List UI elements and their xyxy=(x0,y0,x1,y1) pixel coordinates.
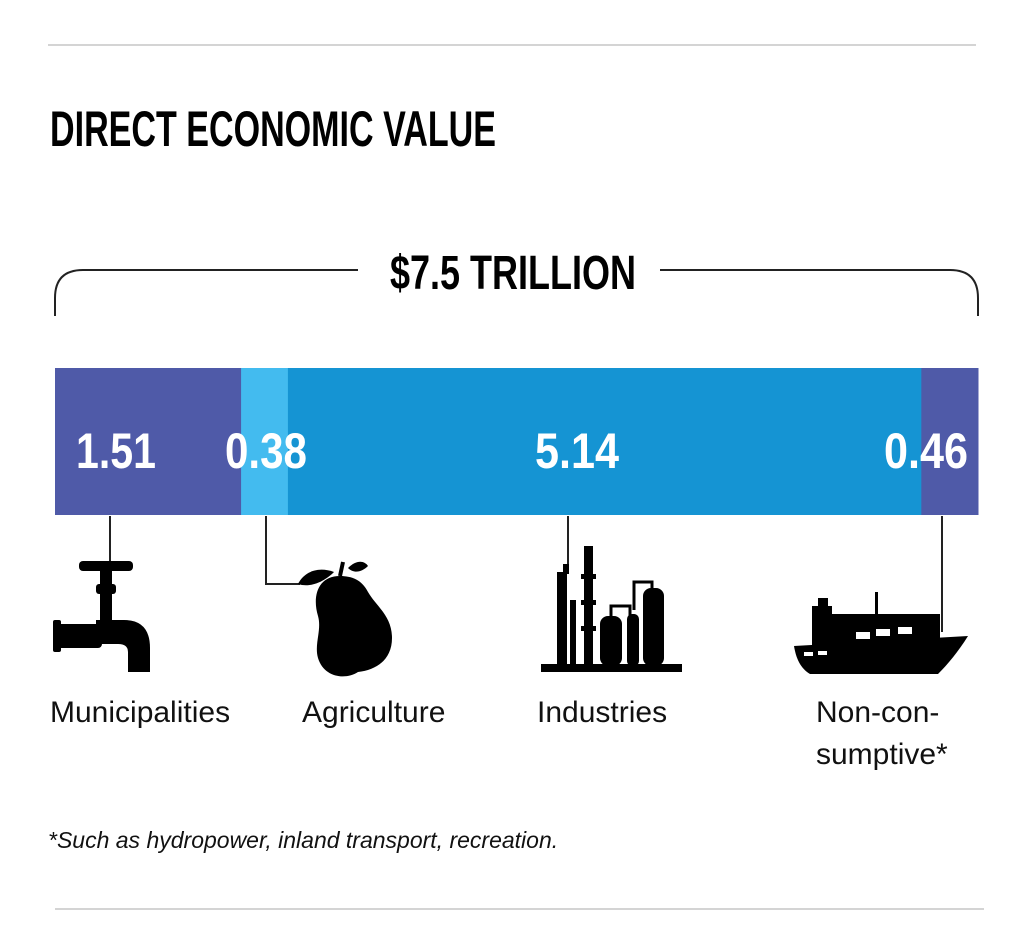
category-label-non-con-sumptive: Non-con-sumptive* xyxy=(816,696,948,771)
pear-icon xyxy=(298,561,392,677)
category-label-line: Agriculture xyxy=(302,696,445,729)
total-bracket xyxy=(54,269,979,316)
bar-segment-industries xyxy=(287,368,922,515)
factory-icon xyxy=(541,546,682,672)
footnote: *Such as hydropower, inland transport, r… xyxy=(48,827,558,853)
value-label-municipalities: 1.51 xyxy=(76,423,156,479)
value-label-non-con-sumptive: 0.46 xyxy=(884,423,968,479)
value-label-agriculture: 0.38 xyxy=(225,423,307,479)
category-label-municipalities: Municipalities xyxy=(50,696,230,729)
bar-segment-agriculture xyxy=(241,368,289,515)
bar-segment-municipalities xyxy=(55,368,242,515)
leader-lines xyxy=(109,516,943,632)
category-label-line: Municipalities xyxy=(50,696,230,729)
category-label-line: Non-con- xyxy=(816,696,939,729)
chart-title: DIRECT ECONOMIC VALUE xyxy=(50,101,496,157)
total-bracket-left xyxy=(54,269,358,316)
total-bracket-right xyxy=(660,269,979,316)
value-label-industries: 5.14 xyxy=(535,423,619,479)
category-label-industries: Industries xyxy=(537,696,667,729)
category-label-agriculture: Agriculture xyxy=(302,696,445,729)
category-labels: Municipalities Agriculture Industries Non-c… xyxy=(50,696,948,771)
stacked-bar xyxy=(55,368,979,515)
bar-segment-non-con-sumptive xyxy=(921,368,979,515)
leader-line-agriculture xyxy=(265,516,300,585)
category-label-line: Industries xyxy=(537,696,667,729)
value-labels: 1.51 0.38 5.14 0.46 xyxy=(76,423,968,479)
ship-icon xyxy=(794,592,968,674)
total-label: $7.5 TRILLION xyxy=(390,247,636,300)
category-label-line: sumptive* xyxy=(816,738,948,771)
faucet-icon xyxy=(53,561,150,672)
